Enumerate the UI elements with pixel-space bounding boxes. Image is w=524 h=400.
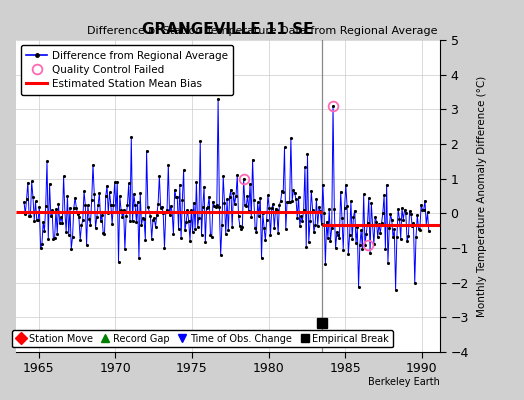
Text: Berkeley Earth: Berkeley Earth xyxy=(368,377,440,387)
Legend: Station Move, Record Gap, Time of Obs. Change, Empirical Break: Station Move, Record Gap, Time of Obs. C… xyxy=(12,330,393,348)
Y-axis label: Monthly Temperature Anomaly Difference (°C): Monthly Temperature Anomaly Difference (… xyxy=(477,75,487,317)
Text: Difference of Station Temperature Data from Regional Average: Difference of Station Temperature Data f… xyxy=(87,26,437,36)
Title: GRANGEVILLE 11 SE: GRANGEVILLE 11 SE xyxy=(142,22,314,38)
